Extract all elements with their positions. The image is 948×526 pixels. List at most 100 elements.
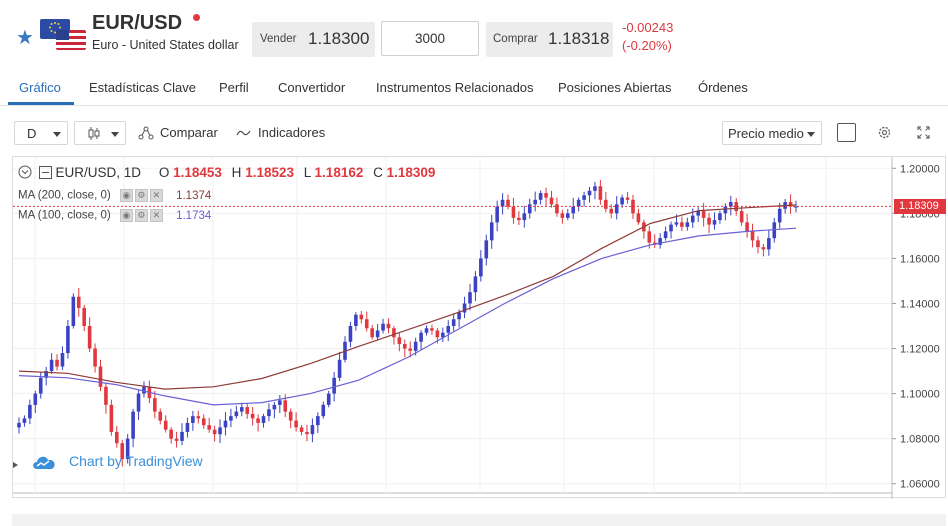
buy-button[interactable]: Comprar 1.18318 xyxy=(486,22,613,57)
star-icon[interactable]: ★ xyxy=(16,27,34,49)
candle-body xyxy=(435,330,440,338)
candle-body xyxy=(169,429,173,439)
candle-body xyxy=(408,348,413,351)
sell-button[interactable]: Vender 1.18300 xyxy=(252,22,375,57)
candle-body xyxy=(750,231,755,241)
candle-body xyxy=(153,398,157,412)
compare-button[interactable]: Comparar xyxy=(138,125,218,140)
candle-body xyxy=(386,323,391,329)
candle-body xyxy=(718,213,722,221)
chart-footer xyxy=(12,514,946,526)
ma200-label: MA (200, close, 0) xyxy=(18,189,111,202)
candle-body xyxy=(125,438,130,459)
candle-body xyxy=(250,413,255,419)
candle-body xyxy=(239,407,244,412)
candle-body xyxy=(419,332,423,342)
tab-posiciones[interactable]: Posiciones Abiertas xyxy=(558,80,672,95)
candle-body xyxy=(685,222,690,227)
candle-body xyxy=(218,427,222,435)
open-label: O xyxy=(158,165,170,180)
eye-icon[interactable]: ◉ xyxy=(119,189,133,202)
tab-perfil[interactable]: Perfil xyxy=(219,80,249,95)
candle-body xyxy=(473,276,478,293)
tab-grafico[interactable]: Gráfico xyxy=(19,80,61,95)
candle-body xyxy=(462,303,467,313)
candle-body xyxy=(180,431,184,441)
ma200-value: 1.1374 xyxy=(176,189,212,202)
chart-canvas[interactable]: 1.200001.180001.160001.140001.120001.100… xyxy=(13,157,947,499)
candle-body xyxy=(294,420,298,428)
sell-label: Vender xyxy=(260,33,297,45)
candle-body xyxy=(734,202,739,212)
candle-body xyxy=(489,222,494,241)
high-value: 1.18523 xyxy=(245,165,294,180)
candle-body xyxy=(337,359,342,378)
layout-toggle-button[interactable] xyxy=(837,123,856,142)
candle-body xyxy=(22,418,27,423)
candle-body xyxy=(364,319,369,329)
tradingview-watermark[interactable]: Chart by TradingView xyxy=(31,453,203,471)
candle-body xyxy=(310,425,315,435)
candle-body xyxy=(375,330,380,338)
fullscreen-icon[interactable] xyxy=(917,126,930,139)
candle-body xyxy=(278,400,282,405)
candle-body xyxy=(212,429,217,435)
candle-body xyxy=(120,443,125,459)
candle-body xyxy=(76,296,81,308)
candle-body xyxy=(571,206,576,214)
price-type-select[interactable]: Precio medio xyxy=(722,121,822,145)
candle-body xyxy=(549,197,554,205)
candle-body xyxy=(609,208,614,214)
candle-body xyxy=(66,326,70,354)
candle-body xyxy=(658,238,662,245)
y-tick-label: 1.08000 xyxy=(900,434,940,446)
amount-input[interactable] xyxy=(381,21,479,56)
candle-body xyxy=(299,427,304,432)
active-tab-indicator xyxy=(8,102,74,105)
collapse-circle-icon[interactable] xyxy=(18,165,32,179)
chevron-down-icon xyxy=(111,132,119,137)
tab-ordenes[interactable]: Órdenes xyxy=(698,80,748,95)
candle-body xyxy=(359,314,364,320)
buy-price: 1.18318 xyxy=(548,29,610,48)
tab-convertidor[interactable]: Convertidor xyxy=(278,80,346,95)
minimize-icon[interactable] xyxy=(38,166,52,179)
candle-body xyxy=(93,348,97,367)
close-icon[interactable]: ✕ xyxy=(149,209,163,222)
candle-body xyxy=(446,326,451,333)
close-icon[interactable]: ✕ xyxy=(149,189,163,202)
candle-body xyxy=(49,359,54,372)
candle-body xyxy=(690,215,695,223)
eu-stars-icon xyxy=(49,22,61,34)
candle-body xyxy=(256,418,260,423)
gear-icon[interactable]: ⚙ xyxy=(134,189,148,202)
price-chart[interactable]: 1.20000 1.18000 1.16000 1.14000 1.12000 1.100… xyxy=(12,156,947,499)
candle-body xyxy=(701,211,706,218)
candle-body xyxy=(794,206,798,208)
instrument-header: ★ EUR/USD Euro - United States dollar Ve… xyxy=(0,0,948,70)
y-tick-label: 1.10000 xyxy=(900,389,940,401)
us-flag-icon xyxy=(56,30,86,50)
ma200-controls: ◉ ⚙ ✕ xyxy=(119,189,165,202)
candle-body xyxy=(272,404,277,410)
interval-select[interactable]: D xyxy=(14,121,68,145)
candle-body xyxy=(283,400,288,412)
settings-icon[interactable] xyxy=(877,125,892,140)
indicators-button[interactable]: Indicadores xyxy=(236,125,325,140)
candle-body xyxy=(115,431,119,444)
candle-body xyxy=(777,208,782,223)
tab-estadisticas[interactable]: Estadísticas Clave xyxy=(89,80,196,95)
gear-icon[interactable]: ⚙ xyxy=(134,209,148,222)
candle-body xyxy=(587,190,592,196)
candle-body xyxy=(229,416,233,421)
chart-type-select[interactable] xyxy=(74,121,126,145)
candle-body xyxy=(354,314,358,326)
candle-body xyxy=(234,411,239,417)
candle-body xyxy=(565,213,570,218)
candle-body xyxy=(593,186,597,191)
candle-body xyxy=(430,328,434,331)
tab-instrumentos[interactable]: Instrumentos Relacionados xyxy=(376,80,534,95)
candle-body xyxy=(538,193,543,200)
legend-symbol: EUR/USD, 1D xyxy=(55,165,142,180)
eye-icon[interactable]: ◉ xyxy=(119,209,133,222)
